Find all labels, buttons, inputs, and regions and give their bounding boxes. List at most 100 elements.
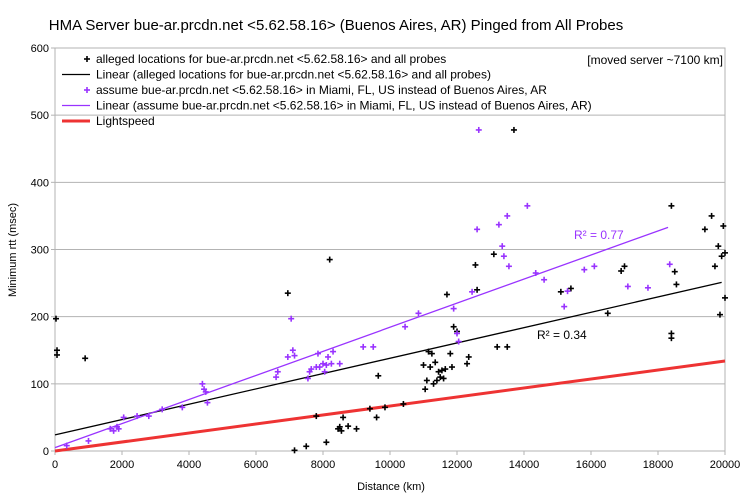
data-point [567,285,574,292]
data-point [336,423,343,430]
r-squared-label: R² = 0.77 [574,228,624,242]
data-point [145,413,152,420]
data-point [465,353,472,360]
data-point [427,364,434,371]
data-point [524,202,531,209]
legend-label: alleged locations for bue-ar.prcdn.net <… [96,52,446,66]
data-point [438,367,445,374]
data-point [474,286,481,293]
data-point [541,276,548,283]
data-point [437,374,444,381]
data-point [199,380,206,387]
data-point [328,360,335,367]
data-point [510,126,517,133]
data-point [400,400,407,407]
y-tick-label: 600 [31,43,49,55]
data-point [532,270,539,277]
y-tick-label: 300 [31,245,49,257]
r-squared-label: R² = 0.34 [537,328,587,342]
data-point [504,212,511,219]
data-point [475,126,482,133]
data-point [454,330,460,337]
legend-item: assume bue-ar.prcdn.net <5.62.58.16> in … [84,83,547,97]
legend: alleged locations for bue-ar.prcdn.net <… [62,52,592,128]
data-point [63,442,70,449]
data-point [134,413,141,420]
data-point [618,267,625,274]
y-axis-label: Minimum rtt (msec) [7,203,19,297]
data-points [53,126,728,454]
data-point [722,294,728,301]
data-point [415,310,422,317]
x-tick-label: 0 [52,459,58,471]
x-tick-label: 16000 [576,459,607,471]
data-point [323,362,330,369]
data-point [284,290,291,297]
data-point [274,368,281,375]
data-point [326,256,333,263]
lightspeed-line [54,359,726,453]
x-tick-label: 6000 [244,459,268,471]
data-point [450,323,457,330]
data-point [455,338,462,345]
data-point [673,281,680,288]
data-point [474,226,481,233]
data-point [561,303,568,310]
data-point [447,350,454,357]
data-point [433,377,440,384]
data-point [402,323,409,330]
data-point [53,315,60,322]
data-point [604,310,611,317]
chart-title: HMA Server bue-ar.prcdn.net <5.62.58.16>… [49,17,623,34]
x-axis-label: Distance (km) [357,481,425,493]
data-point [442,366,449,373]
data-point [85,437,92,444]
data-point [440,375,447,382]
data-point [373,414,380,421]
data-point [624,283,631,290]
data-point [450,305,457,312]
trend-lines: R² = 0.34 R² = 0.77 [54,226,726,453]
x-tick-label: 12000 [442,459,473,471]
data-point [701,226,708,233]
data-point [289,347,296,354]
x-tick-label: 10000 [375,459,406,471]
data-point [159,406,166,413]
data-point [288,315,295,322]
data-point [715,243,722,250]
data-point [381,404,388,411]
x-tick-label: 14000 [509,459,540,471]
data-point [500,253,507,260]
data-point [423,377,430,384]
y-tick-label: 400 [31,177,49,189]
data-point [107,425,114,432]
legend-item: Lightspeed [62,114,155,128]
data-point [668,335,675,342]
data-point [420,362,427,369]
data-point [671,268,678,275]
data-point [716,311,723,318]
data-point [179,404,186,411]
data-point [202,388,209,395]
y-tick-label: 100 [31,379,49,391]
data-point [430,380,437,387]
data-point [273,374,280,381]
data-point [711,263,718,270]
data-point [340,414,347,421]
data-point [308,366,315,373]
data-point [338,427,345,434]
x-tick-label: 18000 [643,459,674,471]
data-point [345,423,352,430]
data-point [644,284,651,291]
data-point [448,364,455,371]
data-point [204,399,211,406]
data-point [115,425,122,432]
data-point [120,414,127,421]
data-point [54,351,61,358]
plot-area-border [54,47,726,452]
legend-item: alleged locations for bue-ar.prcdn.net <… [84,52,446,66]
x-tick-label: 8000 [311,459,335,471]
